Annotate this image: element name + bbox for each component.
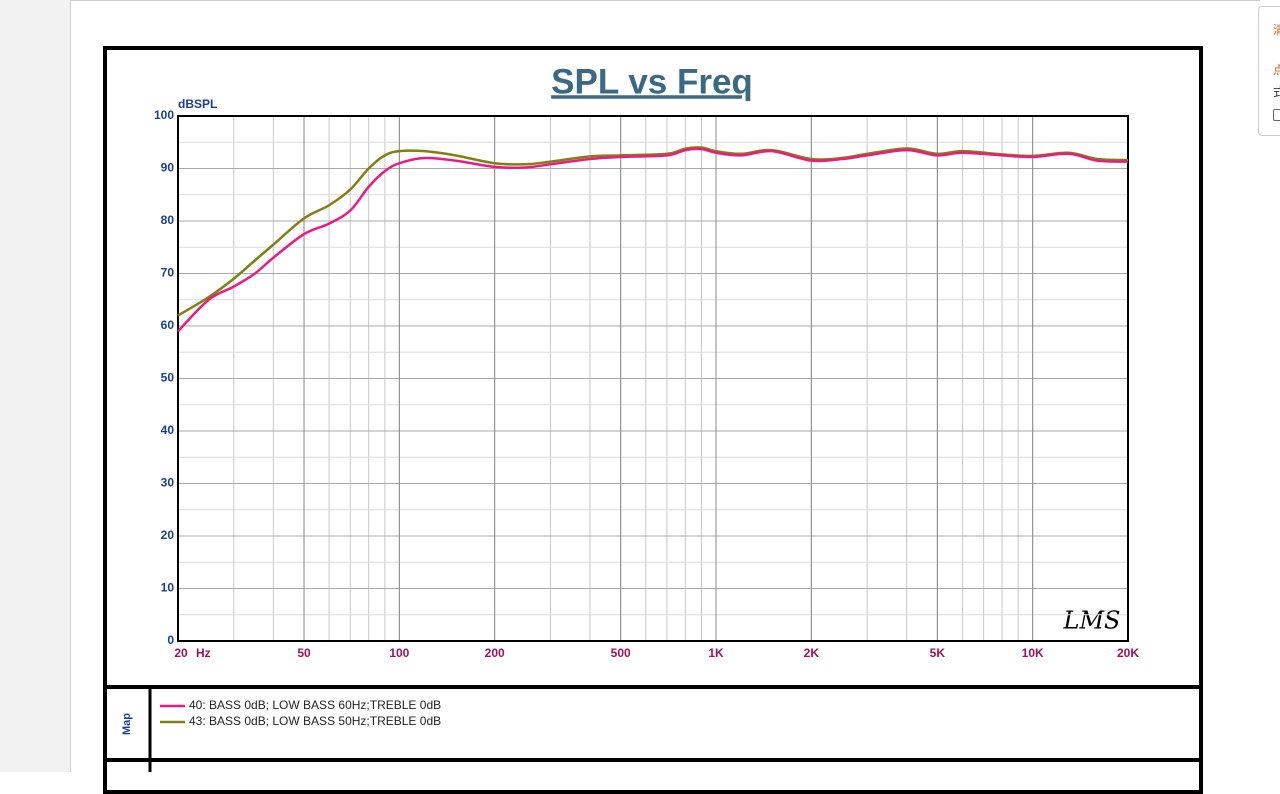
x-tick-label: 1K	[708, 646, 724, 660]
x-tick-label: 2K	[804, 646, 820, 660]
left-strip	[0, 0, 71, 772]
y-tick-label: 10	[161, 581, 175, 595]
legend-label: 43: BASS 0dB; LOW BASS 50Hz;TREBLE 0dB	[189, 714, 441, 728]
side-panel: 清 点 式	[1258, 6, 1280, 136]
y-tick-label: 80	[161, 213, 175, 227]
x-tick-label: 5K	[930, 646, 946, 660]
x-tick-label: 200	[485, 646, 505, 660]
x-tick-label: 50	[297, 646, 311, 660]
y-tick-label: 50	[161, 371, 175, 385]
plot-frame	[177, 115, 1129, 642]
x-tick-label: 500	[611, 646, 631, 660]
y-tick-label: 60	[161, 318, 175, 332]
checkbox[interactable]	[1273, 109, 1280, 121]
watermark: LMS	[1063, 607, 1121, 635]
y-tick-label: 90	[161, 161, 175, 175]
top-border	[70, 0, 1260, 1]
legend-label: 40: BASS 0dB; LOW BASS 60Hz;TREBLE 0dB	[189, 698, 441, 712]
y-tick-label: 0	[167, 633, 174, 647]
x-axis-unit: Hz	[196, 646, 211, 660]
chart-title: SPL vs Freq	[551, 62, 753, 101]
y-tick-label: 30	[161, 476, 175, 490]
y-tick-label: 70	[161, 266, 175, 280]
chart: SPL vs Freq dBSPL Hz LMS Map 0 10 20 30 40 50…	[107, 62, 1199, 772]
legend-title: Map	[121, 713, 133, 735]
side-text: 式	[1273, 85, 1280, 99]
y-axis-label: dBSPL	[178, 97, 217, 111]
series-line	[177, 147, 1129, 333]
y-tick-label: 20	[161, 528, 175, 542]
x-tick-label: 20K	[1117, 646, 1139, 660]
x-tick-label: 20	[174, 646, 188, 660]
y-tick-label: 100	[154, 108, 174, 122]
y-tick-label: 40	[161, 423, 175, 437]
x-tick-label: 100	[389, 646, 409, 660]
side-text: 清	[1273, 23, 1280, 37]
side-text: 点	[1273, 63, 1280, 77]
x-tick-label: 10K	[1022, 646, 1044, 660]
series-line	[177, 146, 1129, 317]
